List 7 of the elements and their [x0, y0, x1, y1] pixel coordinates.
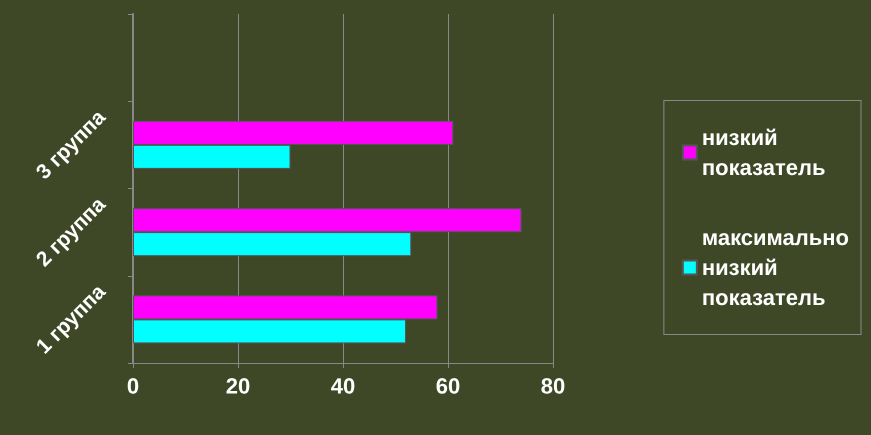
- x-tick-label: 40: [330, 374, 356, 398]
- x-tick-label: 0: [126, 374, 140, 398]
- legend-label: максимально низкий показатель: [702, 225, 850, 310]
- x-tick-label: 20: [226, 374, 250, 398]
- legend-label: низкий показатель: [702, 125, 826, 180]
- x-tick-label: 80: [540, 374, 566, 398]
- x-tick-label: 60: [436, 374, 460, 398]
